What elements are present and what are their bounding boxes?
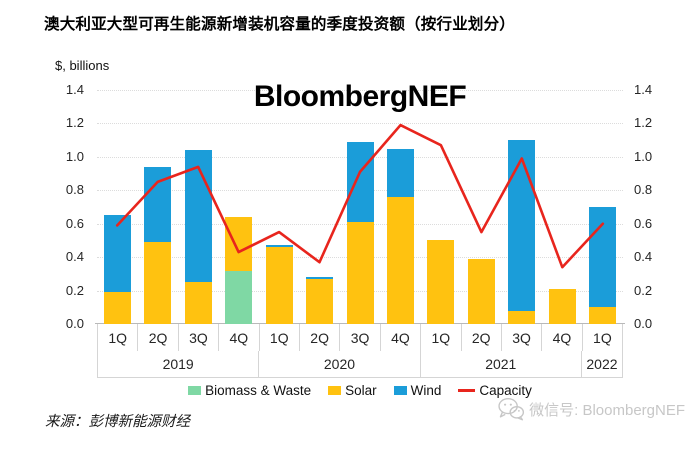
x-tick-label-quarter: 1Q bbox=[98, 324, 139, 351]
bar-segment-solar bbox=[589, 307, 617, 324]
bar-segment-wind bbox=[306, 277, 334, 279]
wechat-badge: 微信号: BloombergNEF bbox=[497, 397, 685, 421]
x-tick-label-quarter: 3Q bbox=[502, 324, 543, 351]
legend-item-biomass: Biomass & Waste bbox=[188, 383, 311, 398]
bar-segment-solar bbox=[386, 196, 414, 324]
capacity-line-icon bbox=[458, 389, 476, 392]
legend-label-capacity: Capacity bbox=[479, 383, 532, 398]
legend: Biomass & Waste Solar Wind Capacity bbox=[97, 383, 623, 398]
y-tick-label-left: 0.8 bbox=[65, 182, 84, 198]
gridline bbox=[97, 90, 623, 91]
y-tick-label-right: 0.4 bbox=[634, 249, 653, 265]
quarter-label-row: 1Q 2Q 3Q 4Q 1Q 2Q 3Q 4Q 1Q 2Q 3Q 4Q 1Q bbox=[97, 324, 623, 351]
gridline bbox=[97, 123, 623, 125]
y-axis-unit-label: $, billions bbox=[55, 58, 110, 73]
x-tick-label-quarter: 2Q bbox=[138, 324, 179, 351]
capacity-line-chart bbox=[115, 123, 605, 269]
y-tick-label-right: 0.2 bbox=[634, 282, 653, 298]
y-tick-label-left: 0.0 bbox=[65, 316, 84, 331]
x-tick-label-quarter: 2Q bbox=[300, 324, 341, 351]
x-tick-label-quarter: 4Q bbox=[219, 324, 260, 351]
bar-segment-solar bbox=[508, 310, 536, 324]
bar-segment-solar bbox=[103, 292, 131, 324]
y-tick-label-left: 0.2 bbox=[65, 282, 84, 298]
x-tick-label-quarter: 1Q bbox=[593, 329, 612, 346]
bar-segment-solar bbox=[265, 247, 293, 324]
bar-segment-solar bbox=[225, 217, 253, 271]
y-tick-label-right: 0.6 bbox=[634, 215, 653, 231]
bar-segment-solar bbox=[144, 242, 172, 324]
year-label-row: 2019 2020 2021 2022 bbox=[97, 351, 623, 378]
bar-segment-solar bbox=[184, 282, 212, 324]
x-tick-label-quarter: 4Q bbox=[542, 324, 583, 351]
y-tick-label-right: 0.8 bbox=[634, 182, 653, 198]
y-tick-label-right: 0.0 bbox=[634, 316, 653, 331]
wechat-icon bbox=[498, 398, 525, 421]
chart-title: 澳大利亚大型可再生能源新增装机容量的季度投资额（按行业划分） bbox=[44, 16, 516, 33]
bar-segment-solar bbox=[306, 278, 334, 324]
bar-segment-wind bbox=[103, 215, 131, 293]
x-tick-label-quarter: 1Q bbox=[260, 324, 300, 351]
x-axis: 1Q 2Q 3Q 4Q 1Q 2Q 3Q 4Q 1Q 2Q 3Q 4Q 1Q 2019 2020 2021 2… bbox=[97, 324, 623, 378]
x-tick-label-quarter: 2Q bbox=[462, 324, 502, 351]
bar-segment-solar bbox=[467, 258, 495, 324]
x-tick-label-quarter: 3Q bbox=[340, 324, 381, 351]
bar-segment-wind bbox=[346, 141, 374, 223]
wind-swatch-icon bbox=[393, 386, 407, 395]
x-tick-label-quarter: 3Q bbox=[179, 324, 220, 351]
plot-area bbox=[95, 90, 625, 324]
solar-swatch-icon bbox=[328, 386, 342, 395]
wechat-label: 微信号: BloombergNEF bbox=[529, 401, 685, 419]
source-label: 来源：彭博新能源财经 bbox=[45, 414, 190, 430]
bar-segment-solar bbox=[427, 240, 455, 324]
y-tick-label-left: 1.4 bbox=[65, 82, 84, 97]
x-tick-label-quarter: 1Q bbox=[421, 324, 462, 351]
watermark-bloombergnef: BloombergNEF bbox=[253, 80, 467, 113]
legend-item-wind: Wind bbox=[393, 383, 442, 398]
bar-segment-wind bbox=[265, 245, 293, 248]
capacity-polyline bbox=[115, 123, 605, 269]
y-tick-label-left: 1.0 bbox=[65, 148, 84, 164]
x-tick-label-year: 2022 bbox=[586, 356, 618, 372]
y-tick-label-left: 0.6 bbox=[65, 215, 84, 231]
y-tick-label-left: 1.2 bbox=[65, 115, 84, 131]
x-tick-label-year: 2019 bbox=[98, 351, 260, 377]
y-tick-label-left: 0.4 bbox=[65, 249, 84, 265]
legend-item-capacity: Capacity bbox=[458, 383, 532, 398]
x-tick-label-year: 2020 bbox=[259, 351, 421, 377]
legend-label-biomass: Biomass & Waste bbox=[205, 383, 312, 398]
legend-label-solar: Solar bbox=[345, 383, 377, 398]
y-tick-label-right: 1.4 bbox=[634, 82, 653, 97]
y-tick-label-right: 1.0 bbox=[634, 148, 653, 164]
bar-segment-wind bbox=[508, 140, 536, 311]
x-tick-label-quarter: 4Q bbox=[381, 324, 422, 351]
legend-label-wind: Wind bbox=[410, 383, 442, 398]
bar-segment-solar bbox=[346, 222, 374, 324]
bar-segment-wind bbox=[184, 150, 212, 283]
legend-item-solar: Solar bbox=[328, 383, 377, 398]
x-tick-label-year: 2021 bbox=[421, 351, 582, 377]
biomass-swatch-icon bbox=[188, 386, 202, 395]
bar-segment-biomass-waste bbox=[225, 270, 253, 324]
y-tick-label-right: 1.2 bbox=[634, 115, 653, 131]
bar-segment-wind bbox=[386, 148, 414, 197]
bar-segment-solar bbox=[548, 288, 576, 324]
